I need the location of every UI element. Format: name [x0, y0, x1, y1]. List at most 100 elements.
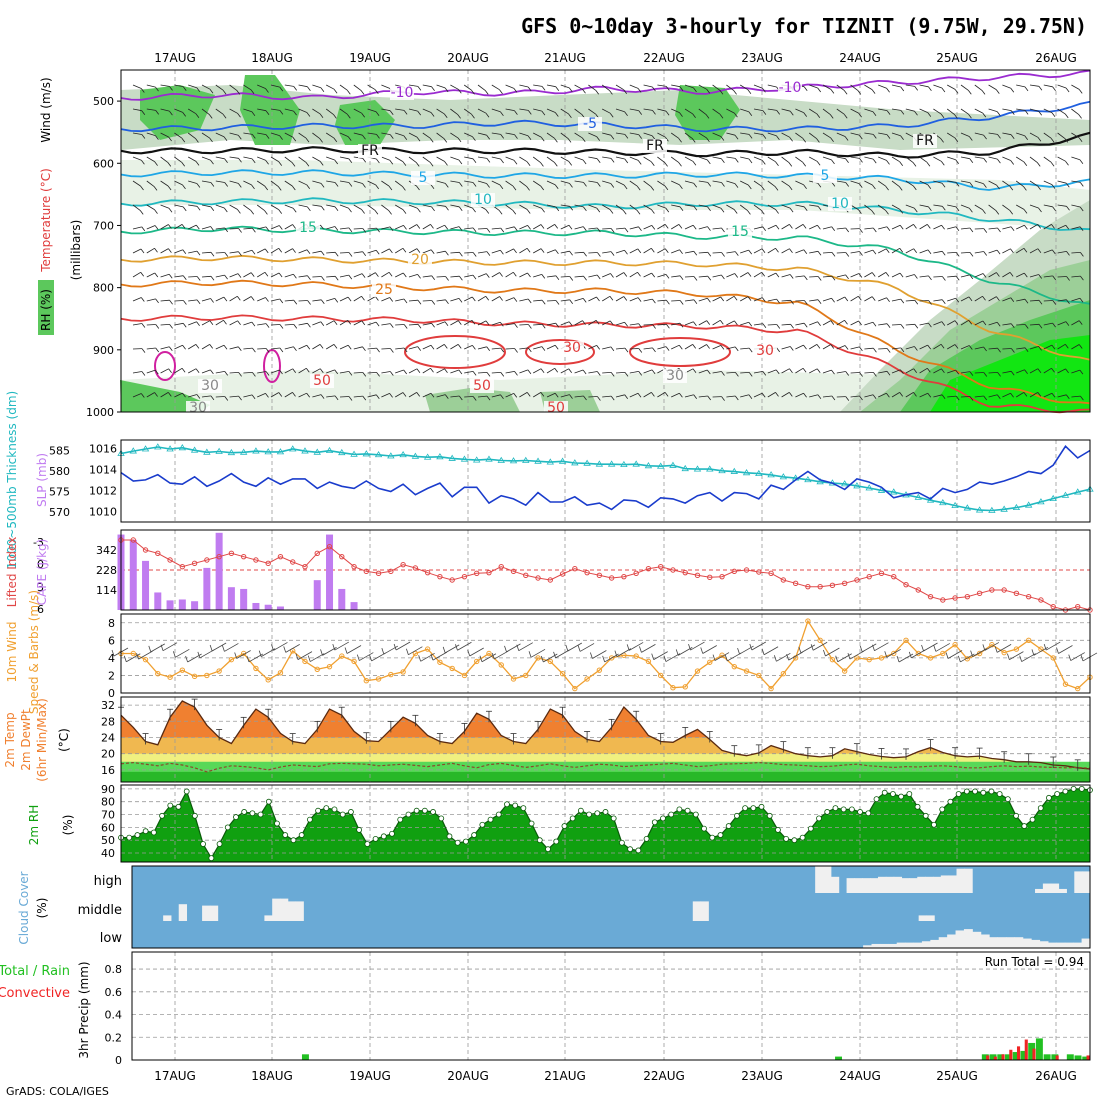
wind-barb — [874, 642, 889, 652]
wind-barb-flag — [292, 224, 296, 229]
wind-barb — [947, 84, 956, 90]
rh2m-marker — [857, 809, 863, 815]
wind-barb — [270, 225, 280, 230]
wind-barb-flag — [817, 321, 821, 326]
wind-barb — [751, 641, 767, 651]
wind-barb — [1016, 324, 1026, 326]
wind-barb-flag — [333, 137, 338, 143]
wind-barb-flag — [540, 162, 544, 167]
wind-barb-flag — [141, 226, 146, 232]
wind-barb-flag — [155, 135, 159, 140]
wind-barb — [188, 368, 197, 374]
wind-barb-flag — [776, 347, 781, 353]
wind-barb — [574, 395, 584, 398]
wind-barb — [588, 180, 598, 183]
wind-barb-flag — [1037, 368, 1042, 373]
wind-barb — [712, 319, 721, 326]
wind-barb-flag — [707, 182, 712, 187]
wind-barb-flag — [749, 643, 753, 651]
wind-barb — [408, 323, 419, 326]
wind-barb-flag — [111, 649, 115, 657]
wind-barb-flag — [499, 184, 504, 190]
wind-barb — [270, 392, 279, 398]
wind-barb — [243, 296, 252, 302]
wind-barb-flag — [835, 655, 839, 662]
wind-barb-flag — [168, 346, 173, 351]
wind-barb-flag — [624, 372, 629, 377]
wind-barb — [643, 156, 652, 163]
wind-barb — [657, 346, 667, 350]
rh2m-marker — [462, 838, 469, 845]
wind-speed-marker — [572, 685, 578, 692]
isotherm-cell — [154, 351, 176, 381]
wind-barb-flag — [472, 371, 477, 376]
wind-barb-flag — [789, 346, 794, 351]
cloud-fraction — [295, 901, 304, 921]
wind-barb-flag — [761, 160, 766, 165]
date-label-top: 17AUG — [154, 51, 196, 65]
date-label-bottom: 26AUG — [1035, 1069, 1077, 1083]
wind-barb-flag — [997, 134, 1001, 139]
wind-barb-flag — [761, 648, 765, 655]
thickness-marker — [595, 460, 604, 467]
wind-barb — [298, 367, 307, 374]
wind-barb-flag — [945, 652, 949, 659]
wind-barb-flag — [459, 252, 463, 257]
wind-barb — [1015, 180, 1024, 187]
wind-barb — [367, 321, 377, 326]
contour-label: 30 — [756, 343, 774, 359]
wind-barb — [491, 249, 501, 254]
wind-barb-flag — [954, 137, 959, 143]
wind-barb-flag — [582, 320, 586, 325]
wind-barb — [477, 108, 487, 114]
wind-barb-flag — [265, 88, 269, 93]
wind-barb — [763, 646, 779, 656]
wind-barb-flag — [237, 113, 241, 118]
thickness-marker — [129, 447, 137, 454]
wind-barb-flag — [665, 86, 670, 91]
wind-barb-flag — [983, 158, 988, 163]
contour-label: FR — [916, 133, 934, 149]
wind-barb — [201, 204, 211, 208]
wind-barb-flag — [457, 114, 461, 119]
rh2m-axis-label: 2m RH — [27, 805, 41, 846]
rh2m-frame — [120, 784, 1091, 863]
wind-barb-flag — [858, 209, 862, 214]
wind-barb — [270, 132, 280, 136]
lifted-index-marker — [780, 577, 787, 583]
precip-total-bar — [1012, 1052, 1020, 1060]
wind-barb — [215, 319, 224, 326]
wind-barb-flag — [624, 227, 629, 233]
cape-bar — [203, 567, 211, 610]
rh2m-marker — [274, 820, 280, 827]
wind-barb — [767, 84, 777, 88]
wind-barb-flag — [154, 225, 159, 230]
isotherm-line — [120, 100, 1091, 133]
contour-label-bg — [813, 169, 837, 183]
wind-barb — [284, 299, 294, 302]
contour-label-bg — [753, 344, 777, 358]
wind-barb — [795, 132, 803, 139]
wind-barb-flag — [486, 183, 490, 188]
cloud-fraction — [901, 878, 910, 893]
wind-barb-flag — [721, 227, 725, 233]
wind-barb — [408, 108, 418, 112]
wind-barb-flag — [693, 321, 697, 326]
wind-barb-flag — [155, 298, 159, 304]
lifted-index-marker — [523, 572, 529, 579]
wind-barb — [533, 368, 542, 374]
wind-barb-flag — [334, 159, 339, 165]
wind-barb — [353, 228, 363, 230]
thickness-marker — [620, 460, 628, 467]
wind-barb — [684, 250, 694, 254]
rh2m-marker — [315, 807, 321, 814]
wind-barb — [229, 108, 238, 114]
wind-barb-flag — [183, 300, 187, 305]
wind-barb-flag — [609, 112, 614, 118]
wind-barb-flag — [886, 110, 891, 115]
wind-barb-flag — [1038, 207, 1042, 213]
wind-barb — [753, 132, 763, 135]
wind-barb — [629, 371, 639, 374]
thickness-marker — [509, 457, 518, 464]
wind-barb — [1043, 249, 1053, 254]
